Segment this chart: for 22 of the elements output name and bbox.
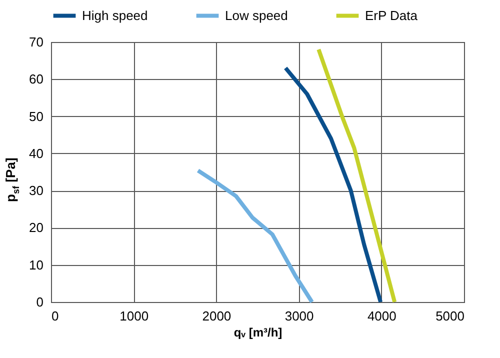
y-tick-label: 20	[29, 220, 44, 236]
x-tick-label: 3000	[284, 308, 314, 324]
y-tick-label: 70	[29, 34, 44, 50]
x-tick-label: 1000	[120, 308, 149, 324]
line-series	[284, 66, 383, 304]
y-tick-label: 0	[36, 294, 44, 310]
y-tick-label: 60	[29, 72, 44, 87]
y-tick-label: 30	[29, 183, 44, 198]
x-tick-label: 2000	[202, 308, 232, 324]
legend-label: ErP Data	[365, 8, 418, 23]
y-tick-label: 40	[29, 146, 44, 161]
line-series	[316, 47, 397, 304]
legend-label: High speed	[82, 8, 148, 23]
y-axis-title: psf [Pa]	[3, 158, 21, 202]
y-tick-label: 10	[29, 257, 44, 272]
line-series	[196, 168, 314, 304]
x-tick-label: 0	[52, 308, 59, 324]
x-tick-label: 5000	[436, 308, 464, 324]
y-tick-label: 50	[29, 108, 44, 124]
x-tick-label: 4000	[367, 308, 396, 324]
legend-label: Low speed	[225, 8, 288, 23]
x-axis-title: qᵥ [m³/h]	[234, 326, 282, 340]
